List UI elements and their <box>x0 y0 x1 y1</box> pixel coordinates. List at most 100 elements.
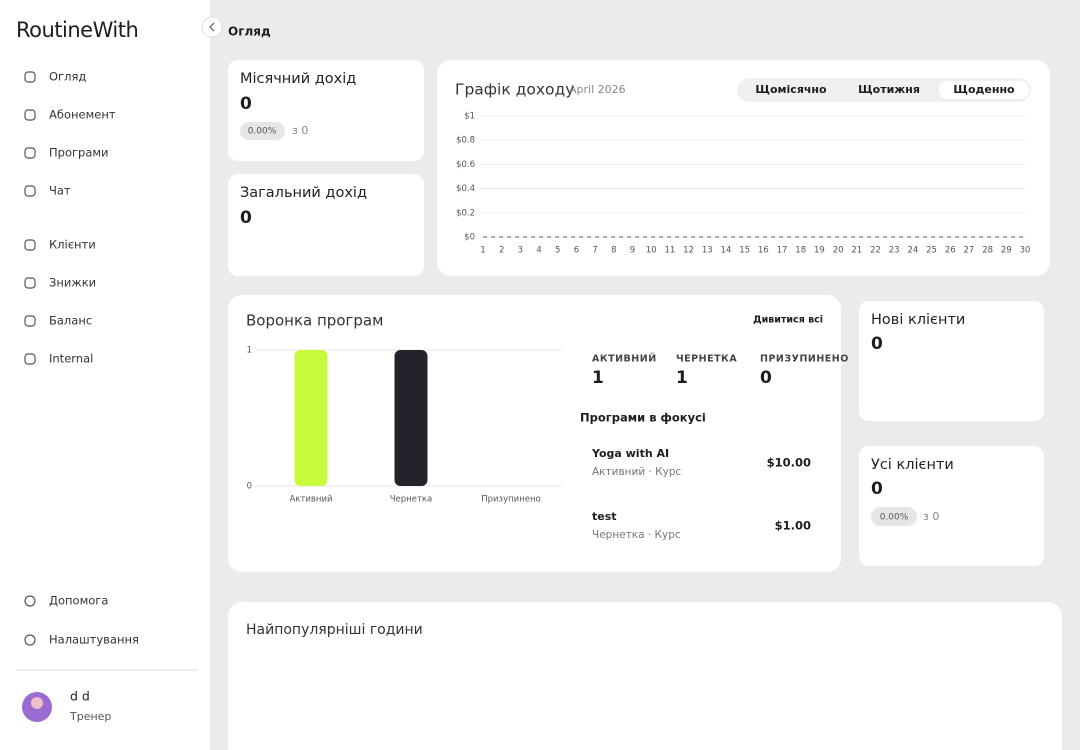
y-tick-label: $0.8 <box>456 136 475 146</box>
funnel-chart: 0 1 Активний Чернетка Призупинено <box>247 346 562 505</box>
avatar-face <box>31 697 43 709</box>
card-value: 0 <box>240 94 252 114</box>
card <box>228 602 1062 750</box>
nav-item[interactable]: Налаштування <box>49 633 139 647</box>
x-tick-label: 11 <box>664 246 675 256</box>
card <box>228 295 841 572</box>
focus-title: Програми в фокусі <box>580 411 706 425</box>
x-tick-label: 1 <box>480 246 485 256</box>
nav-icon <box>24 147 36 159</box>
card-title: Нові клієнти <box>871 312 965 328</box>
x-tick-label: 21 <box>851 246 862 256</box>
card-title: Усі клієнти <box>871 457 954 473</box>
y-tick-label: $1 <box>464 112 475 122</box>
sidebar <box>0 0 210 750</box>
nav-icon <box>24 353 36 365</box>
card <box>859 301 1044 421</box>
program-meta: Чернетка · Курс <box>592 529 681 541</box>
x-tick-label: 28 <box>982 246 993 256</box>
view-all-link[interactable]: Дивитися всі <box>753 315 823 326</box>
nav-item[interactable]: Абонемент <box>49 108 116 122</box>
x-tick-label: 4 <box>536 246 541 256</box>
card-title: Місячний дохід <box>240 71 356 87</box>
tabs-group: Щомісячно Щотижня Щоденно <box>755 81 1029 99</box>
x-tick-label: 3 <box>518 246 523 256</box>
nav-item[interactable]: Клієнти <box>49 238 96 252</box>
x-tick-label: 24 <box>907 246 918 256</box>
x-tick-label: 2 <box>499 246 504 256</box>
card-value: 0 <box>871 334 883 354</box>
x-tick-label: 30 <box>1020 246 1031 256</box>
y-tick-label: $0.6 <box>456 160 475 170</box>
x-tick-label: 25 <box>926 246 937 256</box>
change: 0.00% <box>248 127 277 137</box>
nav-icon <box>24 315 36 327</box>
tab[interactable]: Щоденно <box>953 83 1015 96</box>
program-name[interactable]: test <box>592 510 617 523</box>
nav-icon <box>24 239 36 251</box>
x-tick-label: 16 <box>758 246 769 256</box>
nav-icon <box>24 277 36 289</box>
stat-label: ЧЕРНЕТКА <box>676 354 737 365</box>
x-tick-label: 20 <box>833 246 844 256</box>
x-tick-label: 26 <box>945 246 956 256</box>
tab[interactable]: Щомісячно <box>755 83 827 96</box>
y-tick-label: $0.2 <box>456 208 475 218</box>
x-tick-label: 14 <box>721 246 732 256</box>
logo: RoutineWith <box>16 18 138 42</box>
chart-title: Графік доходу <box>455 81 574 99</box>
nav-item[interactable]: Баланс <box>49 314 92 328</box>
tab[interactable]: Щотижня <box>858 83 920 96</box>
x-tick-label: 6 <box>574 246 579 256</box>
chart-title: Воронка програм <box>246 312 383 330</box>
pill <box>240 122 285 140</box>
bar <box>394 350 428 486</box>
x-tick-label: 7 <box>592 246 597 256</box>
page-title: Огляд <box>228 25 271 39</box>
compare: з 0 <box>923 510 939 523</box>
nav-item[interactable]: Internal <box>49 352 93 366</box>
stat-label: АКТИВНИЙ <box>592 353 657 365</box>
collapse-icon <box>209 22 215 32</box>
nav-icon <box>24 71 36 83</box>
nav-item[interactable]: Огляд <box>49 70 86 84</box>
x-tick-label: 22 <box>870 246 881 256</box>
x-tick-label: 10 <box>646 246 657 256</box>
x-tick-label: 13 <box>702 246 713 256</box>
y-tick-label: 1 <box>247 346 252 356</box>
compare: з 0 <box>292 124 308 137</box>
card <box>859 446 1044 566</box>
pill <box>871 507 917 526</box>
x-tick-label: 18 <box>795 246 806 256</box>
collapse-button[interactable] <box>201 16 223 38</box>
x-tick-label: Призупинено <box>481 495 541 505</box>
bar <box>294 350 328 486</box>
program-name[interactable]: Yoga with AI <box>591 447 669 460</box>
y-tick-label: $0 <box>464 233 475 243</box>
card <box>437 60 1050 276</box>
stat-label: ПРИЗУПИНЕНО <box>760 354 849 365</box>
nav-item[interactable]: Допомога <box>49 594 108 608</box>
stat-value: 1 <box>592 368 604 388</box>
card-value: 0 <box>871 479 883 499</box>
x-tick-label: 17 <box>777 246 788 256</box>
y-tick-label: $0.4 <box>456 184 475 194</box>
x-tick-label: 8 <box>611 246 616 256</box>
card-title: Загальний дохід <box>240 185 367 201</box>
nav-icon <box>24 634 36 646</box>
user-role: Тренер <box>69 710 111 723</box>
program-meta: Активний · Курс <box>592 466 682 478</box>
program-price: $1.00 <box>775 519 811 533</box>
chart-subtitle: April 2026 <box>569 83 626 96</box>
nav-item[interactable]: Чат <box>49 184 71 198</box>
nav-item[interactable]: Програми <box>49 146 109 160</box>
x-tick-label: 29 <box>1001 246 1012 256</box>
stat-value: 1 <box>676 368 688 388</box>
income-chart: $0$0.2$0.4$0.6$0.8$11 2 3 4 5 6 7 8 9 10 11 12 13 14 1… <box>456 112 1030 256</box>
stats: АКТИВНИЙ 1 ЧЕРНЕТКА 1 ПРИЗУПИНЕНО 0 <box>592 353 849 389</box>
x-tick-label: 27 <box>964 246 975 256</box>
x-tick-label: 5 <box>555 246 560 256</box>
nav-item[interactable]: Знижки <box>49 276 96 290</box>
nav-icon <box>24 185 36 197</box>
